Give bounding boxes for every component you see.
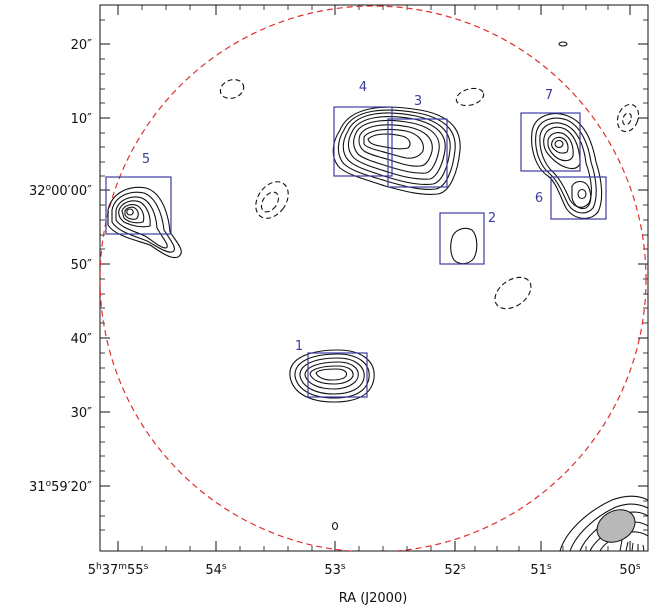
y-tick-label-20: 20″: [71, 38, 93, 53]
contours-sources-3-4: [332, 106, 461, 195]
plot-frame: [99, 4, 649, 552]
region-boxes: [105, 106, 607, 398]
region-label-2: 2: [488, 211, 496, 226]
x-tick-label-53: 53s: [324, 562, 346, 578]
minor-ticks: [100, 5, 648, 551]
axis-ticks: [100, 5, 648, 551]
x-tick-label-50: 50s: [619, 562, 641, 578]
region-box-5: [105, 176, 172, 235]
y-tick-label-30: 30″: [71, 406, 93, 421]
x-tick-label-52: 52s: [444, 562, 466, 578]
region-label-5: 5: [142, 152, 150, 167]
region-label-1: 1: [295, 339, 303, 354]
y-tick-label-40: 40″: [71, 332, 93, 347]
primary-beam-circle: [100, 5, 647, 551]
y-tick-label-10: 10″: [71, 112, 93, 127]
x-axis-title: RA (J2000): [339, 591, 408, 606]
region-box-3: [387, 118, 448, 188]
region-box-1: [307, 352, 368, 398]
region-label-6: 6: [535, 191, 543, 206]
region-box-4: [333, 106, 393, 177]
contours-source-5: [107, 186, 182, 259]
region-label-3: 3: [414, 94, 422, 109]
x-tick-label-55: 5h37m55s: [88, 562, 149, 578]
x-tick-label-54: 54s: [205, 562, 227, 578]
region-box-7: [520, 112, 581, 172]
region-label-7: 7: [545, 88, 553, 103]
region-label-4: 4: [359, 80, 367, 95]
x-tick-label-51: 51s: [530, 562, 552, 578]
y-tick-label-50: 50″: [71, 258, 93, 273]
negative-contours: [219, 41, 640, 531]
contours-source-1: [289, 349, 375, 403]
y-tick-label-31-59-20: 31o59′20″: [29, 479, 92, 495]
contours-sources-6-7: [531, 113, 603, 219]
contour-source-2: [450, 227, 478, 265]
beam-ellipse: [596, 509, 636, 543]
region-box-2: [439, 212, 485, 265]
y-tick-label-32-00-00: 32o00′00″: [29, 183, 92, 199]
region-box-6: [550, 176, 607, 220]
